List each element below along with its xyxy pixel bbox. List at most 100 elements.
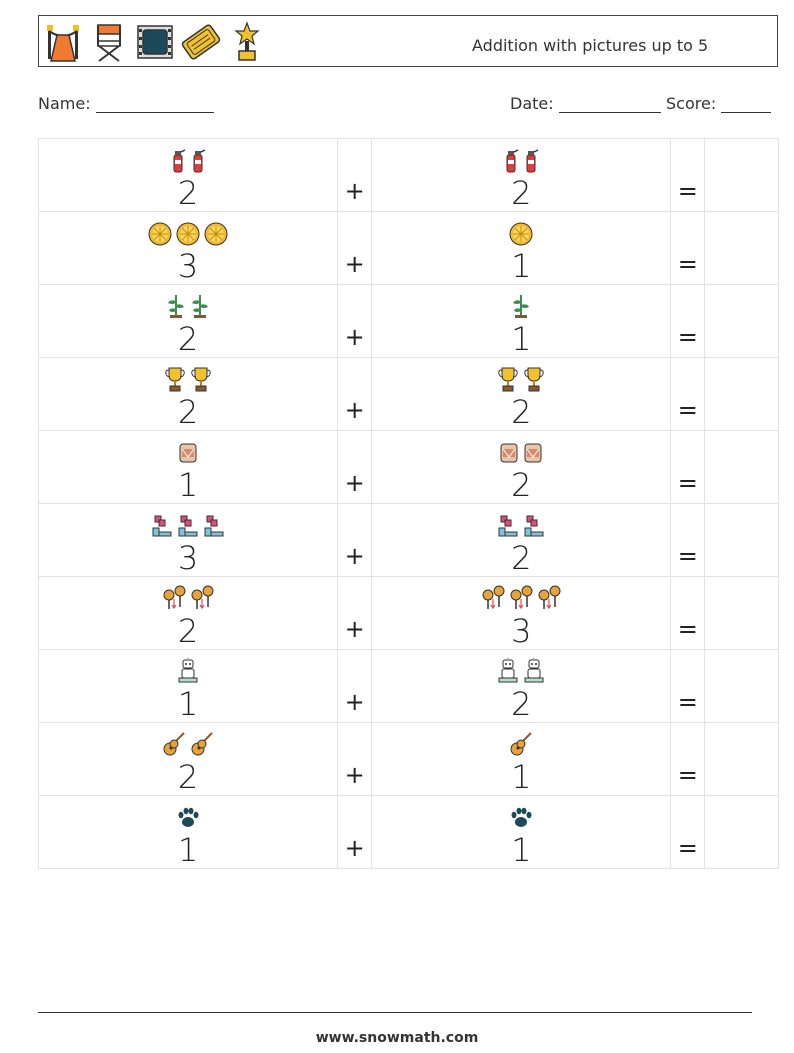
plus-cell: + <box>337 284 373 358</box>
picture-group <box>372 731 670 761</box>
equals-sign: = <box>677 615 698 643</box>
trophy-icon <box>164 366 186 396</box>
problem-row: 1 +2 = <box>37 430 779 504</box>
score-field[interactable]: Score: <box>666 94 772 113</box>
paw-print-icon <box>509 806 533 834</box>
equals-cell: = <box>670 503 706 577</box>
drum-icon <box>499 441 519 469</box>
problem-row: 2 +1 = <box>37 722 779 796</box>
term-cell: 2 <box>371 503 672 577</box>
date-label: Date: <box>510 94 554 113</box>
plus-sign: + <box>344 250 365 278</box>
plus-sign: + <box>344 323 365 351</box>
term-number: 2 <box>511 539 532 577</box>
plus-cell: + <box>337 795 373 869</box>
term-number: 2 <box>177 174 199 212</box>
term-number: 2 <box>177 393 199 431</box>
equals-sign: = <box>677 323 698 351</box>
picture-group <box>372 293 670 323</box>
score-blank[interactable] <box>721 96 772 113</box>
answer-cell[interactable] <box>704 576 779 650</box>
plus-sign: + <box>344 396 365 424</box>
equals-cell: = <box>670 357 706 431</box>
term-number: 2 <box>511 174 532 212</box>
equals-sign: = <box>677 688 698 716</box>
trophy-icon <box>523 366 545 396</box>
picture-group <box>372 512 670 542</box>
robot-icon <box>497 658 519 688</box>
trophy-icon <box>497 366 519 396</box>
name-label: Name: <box>38 94 91 113</box>
term-number: 1 <box>177 685 199 723</box>
answer-cell[interactable] <box>704 284 779 358</box>
equals-sign: = <box>677 542 698 570</box>
fire-extinguisher-icon <box>523 147 539 177</box>
plus-cell: + <box>337 503 373 577</box>
equals-sign: = <box>677 834 698 862</box>
answer-cell[interactable] <box>704 649 779 723</box>
term-number: 1 <box>511 758 532 796</box>
picture-group <box>372 439 670 469</box>
answer-cell[interactable] <box>704 430 779 504</box>
term-cell: 1 <box>371 284 672 358</box>
name-blank[interactable] <box>95 96 214 113</box>
equals-sign: = <box>677 761 698 789</box>
picture-group <box>372 147 670 177</box>
term-number: 1 <box>511 831 532 869</box>
maracas-icon <box>481 585 505 615</box>
picture-group <box>372 804 670 834</box>
plus-cell: + <box>337 649 373 723</box>
term-cell: 1 <box>37 649 339 723</box>
term-cell: 3 <box>371 576 672 650</box>
picture-group <box>39 804 337 834</box>
robot-icon <box>177 658 199 688</box>
answer-cell[interactable] <box>704 138 779 212</box>
term-cell: 2 <box>371 649 672 723</box>
term-number: 2 <box>177 320 199 358</box>
tetris-block-icon <box>177 514 199 542</box>
maracas-icon <box>190 585 214 615</box>
equals-cell: = <box>670 138 706 212</box>
date-blank[interactable] <box>558 96 661 113</box>
picture-group <box>39 439 337 469</box>
maracas-icon <box>509 585 533 615</box>
plus-sign: + <box>344 469 365 497</box>
answer-cell[interactable] <box>704 357 779 431</box>
problem-row: 2 +3 = <box>37 576 779 650</box>
problem-row: 1 +1 = <box>37 795 779 869</box>
drum-icon <box>523 441 543 469</box>
orange-slice-icon <box>204 222 228 250</box>
term-number: 3 <box>177 247 199 285</box>
picture-group <box>39 731 337 761</box>
cinema-ticket-icon <box>181 21 221 63</box>
term-number: 3 <box>511 612 532 650</box>
term-cell: 1 <box>371 795 672 869</box>
problem-row: 1 +2 = <box>37 649 779 723</box>
footer-divider <box>38 1012 752 1013</box>
maracas-icon <box>162 585 186 615</box>
plus-sign: + <box>344 615 365 643</box>
maracas-icon <box>537 585 561 615</box>
problem-row: 2 +1 = <box>37 284 779 358</box>
plant-sprout-icon <box>511 293 531 323</box>
picture-group <box>39 658 337 688</box>
date-field[interactable]: Date: <box>510 94 661 113</box>
plus-cell: + <box>337 357 373 431</box>
name-field[interactable]: Name: <box>38 94 214 113</box>
picture-group <box>39 147 337 177</box>
plus-sign: + <box>344 834 365 862</box>
answer-cell[interactable] <box>704 722 779 796</box>
film-frame-icon <box>135 21 175 63</box>
equals-cell: = <box>670 430 706 504</box>
answer-cell[interactable] <box>704 503 779 577</box>
guitar-icon <box>509 731 533 761</box>
equals-cell: = <box>670 576 706 650</box>
equals-sign: = <box>677 469 698 497</box>
answer-cell[interactable] <box>704 211 779 285</box>
student-info-row: Name: Date: Score: <box>38 94 778 114</box>
picture-group <box>372 220 670 250</box>
equals-cell: = <box>670 211 706 285</box>
answer-cell[interactable] <box>704 795 779 869</box>
worksheet-title: Addition with pictures up to 5 <box>472 36 709 55</box>
plus-cell: + <box>337 138 373 212</box>
